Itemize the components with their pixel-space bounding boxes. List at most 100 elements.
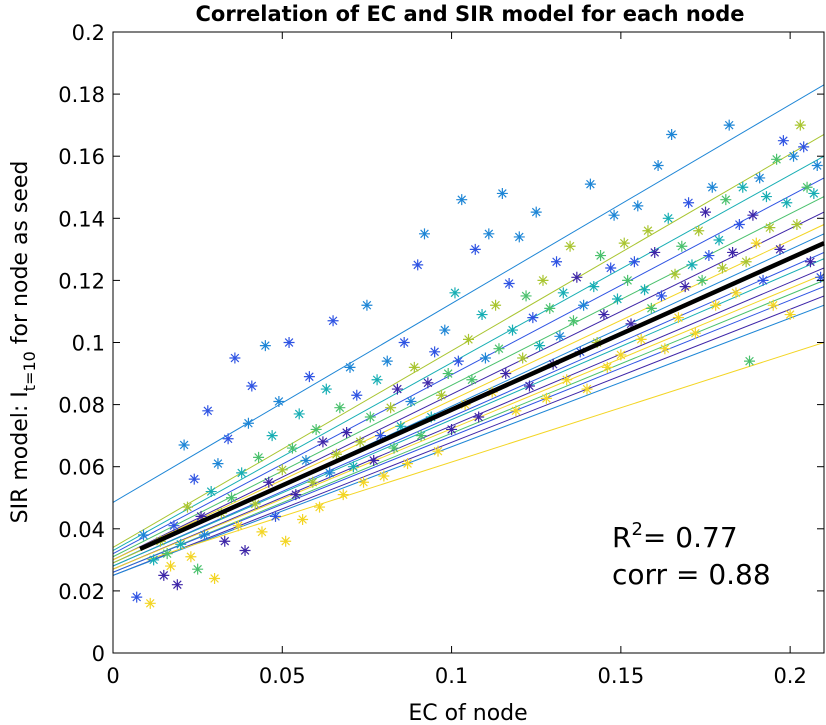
data-point-17 <box>198 529 210 541</box>
data-point-53 <box>320 383 332 395</box>
data-point-158 <box>676 240 688 252</box>
data-point-23 <box>219 535 231 547</box>
data-point-6 <box>161 548 173 560</box>
data-point-182 <box>757 274 769 286</box>
data-point-115 <box>530 206 542 218</box>
series-fit-line-3 <box>113 177 824 555</box>
data-point-47 <box>300 454 312 466</box>
data-point-13 <box>185 551 197 563</box>
data-point-111 <box>517 352 529 364</box>
data-point-24 <box>222 433 234 445</box>
data-point-187 <box>774 243 786 255</box>
r2-superscript: 2 <box>631 519 642 540</box>
y-axis-label-main: SIR model: I <box>8 391 33 523</box>
data-point-68 <box>371 374 383 386</box>
data-point-119 <box>544 302 556 314</box>
y-axis-label: SIR model: It=10 for node as seed <box>8 161 39 524</box>
data-point-101 <box>483 228 495 240</box>
data-point-194 <box>798 141 810 153</box>
data-point-163 <box>693 225 705 237</box>
data-point-38 <box>270 510 282 522</box>
data-point-108 <box>507 324 519 336</box>
data-point-80 <box>412 259 424 271</box>
data-point-146 <box>635 333 647 345</box>
data-point-33 <box>253 451 265 463</box>
overall-fit-group <box>139 241 825 552</box>
data-point-51 <box>314 501 326 513</box>
data-point-1 <box>137 529 149 541</box>
data-point-99 <box>476 309 488 321</box>
data-point-105 <box>496 187 508 199</box>
data-point-160 <box>683 197 695 209</box>
data-point-169 <box>713 234 725 246</box>
data-point-199 <box>815 271 824 283</box>
y-tick-label-2: 0.04 <box>58 518 105 542</box>
y-tick-label-8: 0.16 <box>58 145 105 169</box>
data-point-125 <box>564 240 576 252</box>
data-point-49 <box>307 476 319 488</box>
data-point-135 <box>598 309 610 321</box>
data-point-149 <box>645 302 657 314</box>
data-point-114 <box>527 312 539 324</box>
series-fit-line-12 <box>113 273 824 570</box>
data-point-96 <box>466 374 478 386</box>
data-point-60 <box>344 361 356 373</box>
data-point-165 <box>700 206 711 218</box>
data-point-185 <box>767 299 779 311</box>
overall-fit-line <box>139 241 825 552</box>
data-point-131 <box>584 178 596 190</box>
correlation-annotation: corr = 0.88 <box>612 558 771 591</box>
x-axis-ticks: 0 0.05 0.1 0.15 0.2 <box>106 32 807 688</box>
y-tick-label-1: 0.02 <box>58 580 105 604</box>
data-point-181 <box>754 172 766 184</box>
data-point-168 <box>710 299 722 311</box>
data-point-27 <box>232 520 244 532</box>
data-point-121 <box>551 256 563 268</box>
data-point-170 <box>716 262 728 274</box>
data-point-97 <box>469 243 481 255</box>
series-fit-line-15 <box>113 295 824 576</box>
series-fit-line-0 <box>113 84 824 503</box>
data-point-90 <box>446 423 458 435</box>
data-point-87 <box>435 389 447 401</box>
data-point-29 <box>239 545 251 557</box>
data-point-189 <box>781 197 793 209</box>
data-point-150 <box>649 246 661 258</box>
y-axis-label-sub: t=10 <box>20 351 39 391</box>
x-axis-label: EC of node <box>408 701 527 725</box>
data-point-166 <box>703 250 715 262</box>
data-point-174 <box>730 287 742 299</box>
data-point-48 <box>303 371 315 383</box>
data-point-69 <box>374 430 386 442</box>
data-point-46 <box>297 513 309 525</box>
data-point-8 <box>168 520 180 532</box>
data-point-161 <box>686 259 698 271</box>
data-point-167 <box>706 181 718 193</box>
data-point-159 <box>679 281 691 293</box>
data-point-122 <box>554 330 566 342</box>
data-point-86 <box>432 445 444 457</box>
data-point-98 <box>473 411 485 423</box>
series-fit-line-13 <box>113 279 824 573</box>
data-point-77 <box>402 458 414 470</box>
data-point-151 <box>652 160 664 172</box>
x-tick-label-4: 0.2 <box>773 664 806 688</box>
data-point-184 <box>764 222 776 234</box>
data-point-157 <box>672 312 684 324</box>
data-point-110 <box>513 231 525 243</box>
data-point-171 <box>720 194 732 206</box>
data-point-195 <box>801 181 813 193</box>
series-fit-line-14 <box>113 286 824 573</box>
data-point-25 <box>226 492 237 504</box>
data-point-70 <box>378 470 390 482</box>
data-point-188 <box>777 135 789 147</box>
series-fit-line-9 <box>113 251 824 567</box>
data-point-39 <box>273 395 285 407</box>
data-point-40 <box>276 464 288 476</box>
data-point-10 <box>175 538 187 550</box>
y-tick-label-3: 0.06 <box>58 456 105 480</box>
data-point-153 <box>659 343 671 355</box>
data-point-147 <box>639 284 651 296</box>
data-point-154 <box>662 212 674 224</box>
